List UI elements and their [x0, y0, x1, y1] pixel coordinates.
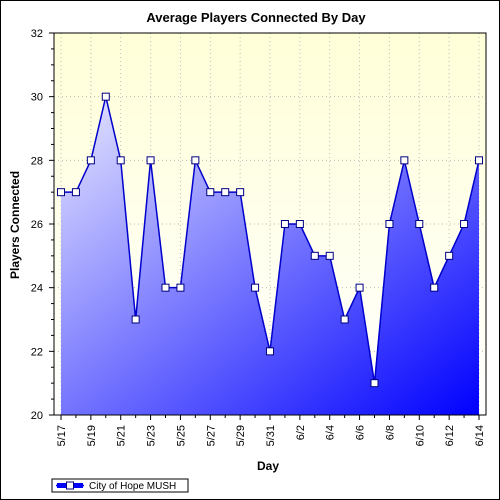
data-point-marker [445, 251, 454, 260]
legend: City of Hope MUSH [51, 478, 189, 493]
x-tick-label: 5/21 [116, 425, 128, 446]
x-tick-label: 6/6 [355, 425, 367, 440]
y-tick-label: 22 [31, 346, 43, 358]
y-tick-label: 26 [31, 219, 43, 231]
x-tick-label: 6/8 [384, 425, 396, 440]
data-point-marker [71, 188, 80, 197]
data-point-marker [460, 220, 469, 228]
chart-title: Average Players Connected By Day [146, 10, 366, 25]
data-point-marker [295, 220, 304, 228]
data-point-marker [355, 283, 364, 292]
x-tick-label: 5/17 [56, 425, 68, 446]
data-point-marker [131, 315, 140, 324]
x-tick-label: 6/12 [444, 425, 456, 446]
data-point-marker [101, 92, 110, 101]
x-tick-label: 5/25 [175, 425, 187, 446]
data-point-marker [325, 251, 334, 260]
data-point-marker [161, 283, 170, 292]
y-tick-label: 28 [31, 155, 43, 167]
data-point-marker [400, 156, 409, 165]
data-point-marker [310, 251, 319, 260]
x-tick-label: 5/31 [265, 425, 277, 446]
x-tick-label: 6/10 [414, 425, 426, 446]
x-tick-label: 5/19 [86, 425, 98, 446]
x-tick-label: 5/27 [205, 425, 217, 446]
series-area [61, 96, 479, 416]
data-point-marker [221, 188, 230, 197]
data-point-marker [475, 156, 483, 165]
x-tick-label: 5/29 [235, 425, 247, 446]
data-point-marker [340, 315, 349, 324]
data-point-marker [191, 156, 200, 165]
legend-box [51, 478, 189, 493]
y-axis: 20 22 24 26 28 30 32 [31, 28, 54, 422]
x-tick-label: 6/14 [474, 425, 486, 446]
data-point-marker [266, 347, 274, 356]
data-point-marker [206, 188, 215, 197]
y-tick-label: 32 [31, 28, 43, 40]
x-tick-label: 5/23 [146, 425, 158, 446]
y-tick-label: 20 [31, 410, 43, 422]
y-axis-label: Players Connected [8, 171, 22, 279]
legend-marker [66, 481, 74, 490]
x-tick-label: 6/2 [295, 425, 307, 440]
x-axis-label: Day [257, 459, 279, 473]
x-tick-label: 6/4 [325, 425, 337, 440]
data-point-marker [176, 283, 185, 292]
data-point-marker [415, 220, 424, 228]
data-point-marker [86, 156, 95, 165]
data-point-marker [430, 283, 439, 292]
y-tick-label: 30 [31, 92, 43, 104]
data-point-marker [116, 156, 125, 165]
data-point-marker [146, 156, 155, 165]
data-point-marker [385, 220, 394, 228]
y-tick-label: 24 [31, 283, 43, 295]
legend-label: City of Hope MUSH [89, 481, 176, 492]
data-point-marker [57, 188, 65, 197]
x-axis: 5/17 5/19 5/21 5/23 5/25 5/27 5/29 5/31 6/2 6/4 6/… [56, 415, 486, 446]
data-point-marker [251, 283, 260, 292]
data-point-marker [280, 220, 289, 228]
data-point-marker [236, 188, 245, 197]
data-point-marker [370, 379, 379, 388]
series-markers [57, 92, 483, 388]
